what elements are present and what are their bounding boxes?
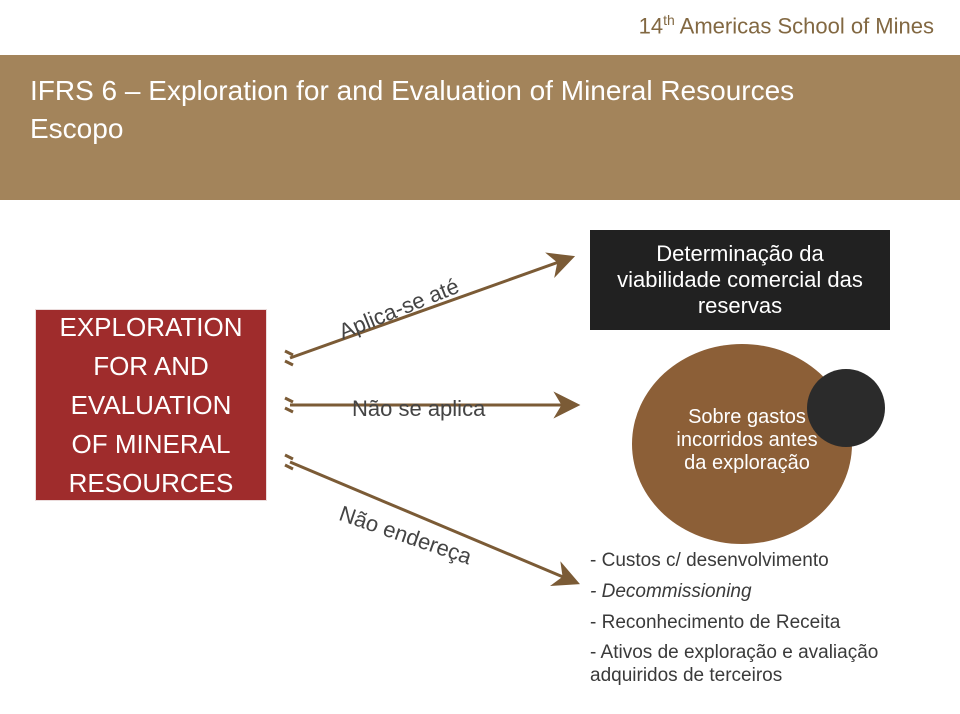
list-item-1: - Custos c/ desenvolvimento: [590, 550, 930, 573]
right-top-l1: Determinação da: [656, 241, 824, 267]
page-header: 14th Americas School of Mines: [639, 12, 934, 39]
arrow-mid-label: Não se aplica: [352, 396, 485, 422]
circle-group: Sobre gastos incorridos antes da explora…: [592, 344, 892, 544]
right-top-l3: reservas: [698, 293, 782, 319]
circle-l1: Sobre gastos: [662, 406, 832, 429]
left-box-l4: OF MINERAL: [72, 429, 231, 460]
left-box: EXPLORATION FOR AND EVALUATION OF MINERA…: [36, 310, 266, 500]
header-suffix: th: [663, 12, 675, 28]
right-top-l2: viabilidade comercial das: [617, 267, 863, 293]
list-item-4: - Ativos de exploração e avaliação adqui…: [590, 642, 930, 688]
title-band: IFRS 6 – Exploration for and Evaluation …: [0, 55, 960, 200]
title-line-1: IFRS 6 – Exploration for and Evaluation …: [30, 75, 930, 107]
left-box-l3: EVALUATION: [71, 390, 232, 421]
bottom-right-list: - Custos c/ desenvolvimento - Decommissi…: [590, 550, 930, 696]
list-item-3: - Reconhecimento de Receita: [590, 612, 930, 635]
right-top-box: Determinação da viabilidade comercial da…: [590, 230, 890, 330]
list-item-2: - Decommissioning: [590, 581, 930, 604]
header-ordinal: 14: [639, 13, 663, 38]
arrow-down: [280, 442, 590, 602]
header-rest: Americas School of Mines: [675, 13, 934, 38]
left-box-l5: RESOURCES: [69, 468, 234, 499]
circle-l2: incorridos antes: [662, 429, 832, 452]
circle-text: Sobre gastos incorridos antes da explora…: [662, 406, 832, 475]
left-box-l1: EXPLORATION: [59, 312, 242, 343]
title-line-2: Escopo: [30, 113, 930, 145]
left-box-l2: FOR AND: [93, 351, 209, 382]
circle-l3: da exploração: [662, 452, 832, 475]
